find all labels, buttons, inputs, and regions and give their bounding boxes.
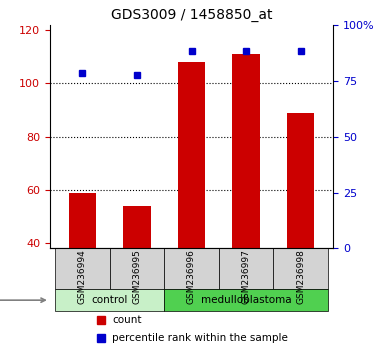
Title: GDS3009 / 1458850_at: GDS3009 / 1458850_at [111,8,272,22]
Bar [123,206,151,249]
Bar [69,193,96,249]
Text: count: count [112,315,142,325]
Text: GSM236996: GSM236996 [187,249,196,304]
Text: GSM236995: GSM236995 [133,249,141,304]
Text: GSM236994: GSM236994 [78,249,87,304]
FancyBboxPatch shape [110,249,164,289]
FancyBboxPatch shape [219,249,273,289]
FancyBboxPatch shape [55,249,110,289]
FancyBboxPatch shape [164,289,328,311]
Text: GSM236997: GSM236997 [242,249,250,304]
FancyBboxPatch shape [55,289,164,311]
Bar [178,62,205,249]
Text: disease state: disease state [0,295,45,305]
FancyBboxPatch shape [164,249,219,289]
FancyBboxPatch shape [273,249,328,289]
Bar [232,54,260,249]
Text: medulloblastoma: medulloblastoma [201,295,291,305]
Bar [287,113,314,249]
Text: control: control [92,295,128,305]
Text: GSM236998: GSM236998 [296,249,305,304]
Text: percentile rank within the sample: percentile rank within the sample [112,333,288,343]
